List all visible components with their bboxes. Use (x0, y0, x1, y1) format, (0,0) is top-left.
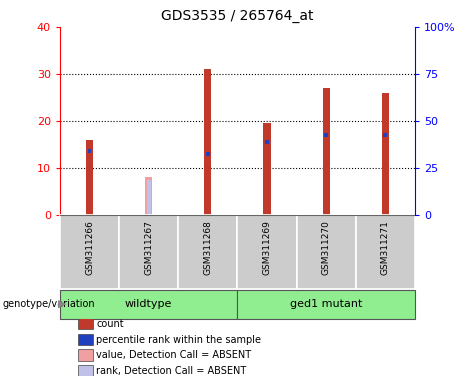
Bar (204, 69, 212, 215)
Bar (237, 290, 415, 319)
Bar (86, 140, 93, 215)
Text: ▶: ▶ (58, 299, 66, 309)
Bar (145, 177, 152, 215)
Bar (356, 215, 415, 289)
Text: wildtype: wildtype (125, 299, 172, 309)
Bar (323, 88, 330, 215)
Bar (263, 123, 271, 215)
Bar (206, 152, 210, 156)
Bar (178, 215, 237, 289)
Bar (324, 133, 328, 137)
Text: GSM311269: GSM311269 (262, 220, 272, 275)
Text: rank, Detection Call = ABSENT: rank, Detection Call = ABSENT (96, 366, 246, 376)
Bar (60, 290, 237, 319)
Text: genotype/variation: genotype/variation (2, 299, 95, 309)
Bar (77, 349, 93, 361)
Bar (237, 215, 296, 289)
Text: count: count (96, 319, 124, 329)
Title: GDS3535 / 265764_at: GDS3535 / 265764_at (161, 9, 313, 23)
Bar (382, 93, 389, 215)
Bar (119, 215, 178, 289)
Bar (147, 180, 151, 215)
Text: percentile rank within the sample: percentile rank within the sample (96, 335, 261, 345)
Bar (265, 140, 269, 144)
Text: ged1 mutant: ged1 mutant (290, 299, 362, 309)
Text: value, Detection Call = ABSENT: value, Detection Call = ABSENT (96, 350, 251, 360)
Bar (60, 215, 119, 289)
Bar (77, 318, 93, 329)
Text: GSM311266: GSM311266 (85, 220, 94, 275)
Bar (88, 149, 91, 154)
Text: GSM311270: GSM311270 (322, 220, 331, 275)
Bar (77, 334, 93, 346)
Text: GSM311271: GSM311271 (381, 220, 390, 275)
Bar (77, 365, 93, 376)
Bar (296, 215, 356, 289)
Bar (384, 133, 387, 137)
Text: GSM311268: GSM311268 (203, 220, 213, 275)
Text: GSM311267: GSM311267 (144, 220, 153, 275)
